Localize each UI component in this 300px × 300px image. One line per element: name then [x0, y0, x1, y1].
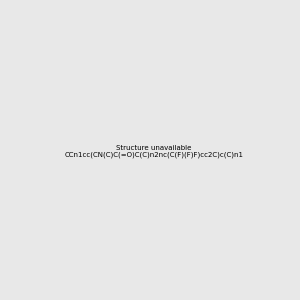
Text: Structure unavailable
CCn1cc(CN(C)C(=O)C(C)n2nc(C(F)(F)F)cc2C)c(C)n1: Structure unavailable CCn1cc(CN(C)C(=O)C… [64, 145, 243, 158]
